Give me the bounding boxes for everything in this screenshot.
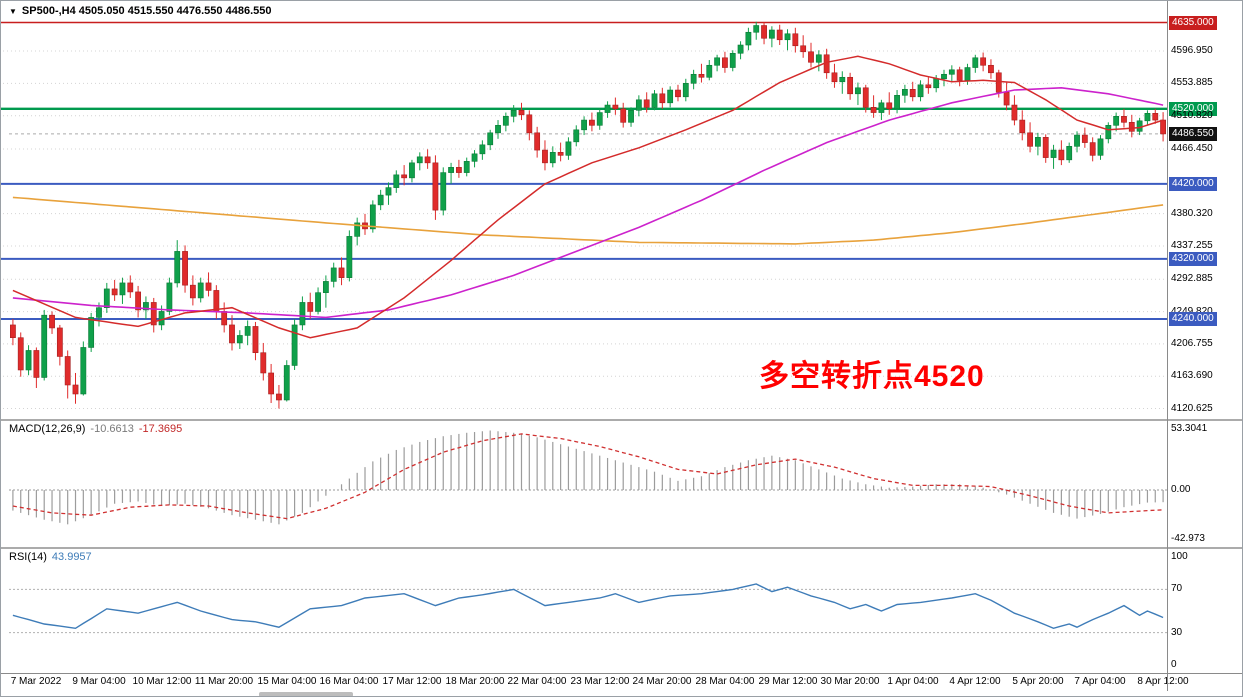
- price-tag: 4320.000: [1169, 251, 1217, 266]
- price-tag: 4520.000: [1169, 101, 1217, 116]
- time-tick: 28 Mar 04:00: [695, 676, 755, 687]
- axis-separator: [1167, 1, 1168, 691]
- macd-main-value: -10.6613: [90, 423, 134, 435]
- price-tag: 4420.000: [1169, 176, 1217, 191]
- price-tick: 4292.885: [1171, 273, 1213, 285]
- time-tick: 10 Mar 12:00: [132, 676, 192, 687]
- price-tick: 4380.320: [1171, 207, 1213, 219]
- price-tick: 4120.625: [1171, 402, 1213, 414]
- price-tick: 4206.755: [1171, 337, 1213, 349]
- price-tag: 4240.000: [1169, 311, 1217, 326]
- panel-splitter-macd[interactable]: [1, 419, 1242, 421]
- time-tick: 11 Mar 20:00: [194, 676, 254, 687]
- ma-fast-line: [12, 55, 1164, 339]
- price-tick: 4249.820: [1171, 305, 1213, 318]
- time-tick: 7 Apr 04:00: [1074, 676, 1126, 687]
- price-axis[interactable]: 4635.000 4596.950 4553.885 4520.000 4510.820…: [1168, 1, 1242, 691]
- time-tick: 8 Apr 12:00: [1137, 676, 1189, 687]
- macd-axis: 53.3041 0.00 -42.973: [1168, 420, 1242, 547]
- time-tick: 22 Mar 04:00: [507, 676, 567, 687]
- price-tick: 4466.450: [1171, 142, 1213, 154]
- rsi-axis-tick: 30: [1171, 626, 1183, 638]
- rsi-line: [12, 583, 1164, 630]
- rsi-value: 43.9957: [51, 551, 92, 563]
- time-tick: 16 Mar 04:00: [319, 676, 379, 687]
- candlestick-series: [10, 21, 1166, 409]
- rsi-indicator-label: RSI(14) 43.9957: [9, 551, 97, 563]
- rsi-name: RSI(14): [9, 551, 47, 563]
- macd-histogram: [12, 430, 1164, 525]
- time-tick: 4 Apr 12:00: [949, 676, 1001, 687]
- time-tick: 23 Mar 12:00: [570, 676, 630, 687]
- price-tick: 4553.885: [1171, 77, 1213, 89]
- price-tick: 4163.690: [1171, 370, 1213, 382]
- macd-axis-tick: -42.973: [1171, 533, 1205, 545]
- price-gridlines: [3, 50, 1167, 410]
- time-tick: 24 Mar 20:00: [632, 676, 692, 687]
- rsi-axis-tick: 0: [1171, 659, 1177, 670]
- macd-name: MACD(12,26,9): [9, 423, 86, 435]
- symbol-ohlc-text: SP500-,H4 4505.050 4515.550 4476.550 448…: [21, 5, 272, 17]
- rsi-axis-tick: 100: [1171, 551, 1188, 562]
- panel-splitter-rsi[interactable]: [1, 547, 1242, 549]
- time-tick: 9 Mar 04:00: [72, 676, 126, 687]
- price-tag: 4635.000: [1169, 15, 1217, 30]
- time-tick: 17 Mar 12:00: [382, 676, 442, 687]
- time-tick: 30 Mar 20:00: [820, 676, 880, 687]
- price-tick: 4596.950: [1171, 45, 1213, 57]
- macd-axis-tick: 0.00: [1171, 484, 1191, 495]
- symbol-dropdown-icon[interactable]: ▼: [9, 6, 17, 16]
- rsi-axis: 100 70 30 0: [1168, 548, 1242, 673]
- macd-axis-tick: 53.3041: [1171, 422, 1208, 434]
- time-tick: 29 Mar 12:00: [758, 676, 818, 687]
- time-tick: 15 Mar 04:00: [257, 676, 317, 687]
- horizontal-lines: [1, 21, 1167, 320]
- time-tick: 18 Mar 20:00: [445, 676, 505, 687]
- macd-indicator-label: MACD(12,26,9) -10.6613 -17.3695: [9, 423, 187, 435]
- macd-signal-line: [12, 433, 1164, 520]
- chart-title: ▼ SP500-,H4 4505.050 4515.550 4476.550 4…: [9, 5, 271, 17]
- price-tag: 4486.550: [1169, 126, 1217, 141]
- ma-slow-line: [12, 196, 1164, 245]
- annotation-text: 多空转折点4520: [759, 360, 985, 393]
- time-tick: 7 Mar 2022: [10, 676, 62, 687]
- time-axis[interactable]: 7 Mar 2022 9 Mar 04:00 10 Mar 12:00 11 Mar …: [1, 674, 1201, 690]
- price-tick: 4337.255: [1171, 239, 1213, 251]
- price-tick: 4510.820: [1171, 109, 1213, 121]
- horizontal-scrollbar-thumb[interactable]: [259, 692, 353, 696]
- macd-signal-value: -17.3695: [138, 423, 183, 435]
- time-tick: 1 Apr 04:00: [887, 676, 939, 687]
- time-tick: 5 Apr 20:00: [1012, 676, 1064, 687]
- time-axis-border: [1, 673, 1242, 674]
- rsi-axis-tick: 70: [1171, 583, 1183, 595]
